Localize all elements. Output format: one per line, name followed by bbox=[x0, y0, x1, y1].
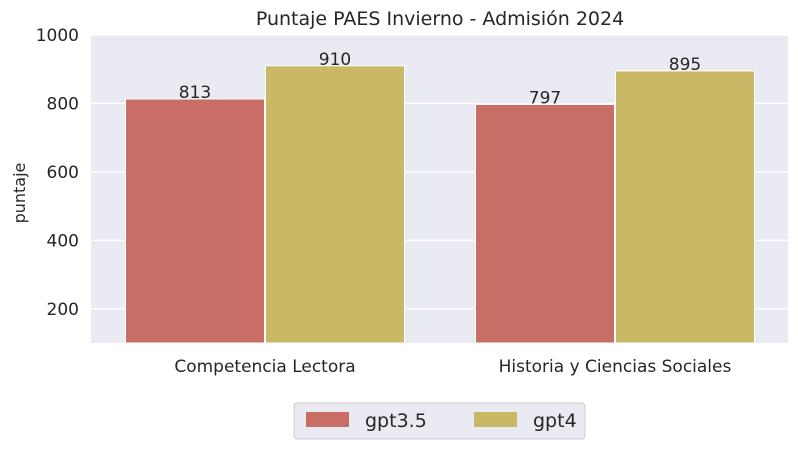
x-tick-label: Historia y Ciencias Sociales bbox=[499, 357, 732, 377]
bar-gpt4-0 bbox=[265, 65, 405, 344]
data-label: 895 bbox=[669, 55, 701, 75]
x-axis-ticks: Competencia Lectora Historia y Ciencias S… bbox=[174, 357, 731, 377]
y-tick-label: 1000 bbox=[36, 26, 79, 46]
bar-gpt3-5-1 bbox=[475, 103, 615, 344]
chart-title: Puntaje PAES Invierno - Admisión 2024 bbox=[256, 8, 624, 30]
bars bbox=[125, 65, 755, 344]
data-labels: 813 910 797 895 bbox=[179, 50, 701, 109]
y-tick-label: 200 bbox=[47, 300, 79, 320]
legend: gpt3.5 gpt4 bbox=[293, 402, 586, 440]
legend-swatch-gpt4 bbox=[474, 412, 517, 427]
bar-gpt4-1 bbox=[615, 70, 755, 344]
y-tick-label: 400 bbox=[47, 231, 79, 251]
legend-swatch-gpt3-5 bbox=[306, 412, 349, 427]
y-axis-label: puntaje bbox=[10, 163, 29, 224]
legend-label-gpt4: gpt4 bbox=[533, 410, 577, 432]
data-label: 910 bbox=[319, 50, 351, 70]
legend-label-gpt3-5: gpt3.5 bbox=[365, 410, 427, 432]
x-tick-label: Competencia Lectora bbox=[174, 357, 355, 377]
data-label: 813 bbox=[179, 83, 211, 103]
bar-gpt3-5-0 bbox=[125, 98, 265, 344]
y-tick-label: 800 bbox=[47, 94, 79, 114]
y-axis-ticks: 200 400 600 800 1000 bbox=[36, 26, 79, 320]
data-label: 797 bbox=[529, 88, 561, 108]
y-tick-label: 600 bbox=[47, 163, 79, 183]
